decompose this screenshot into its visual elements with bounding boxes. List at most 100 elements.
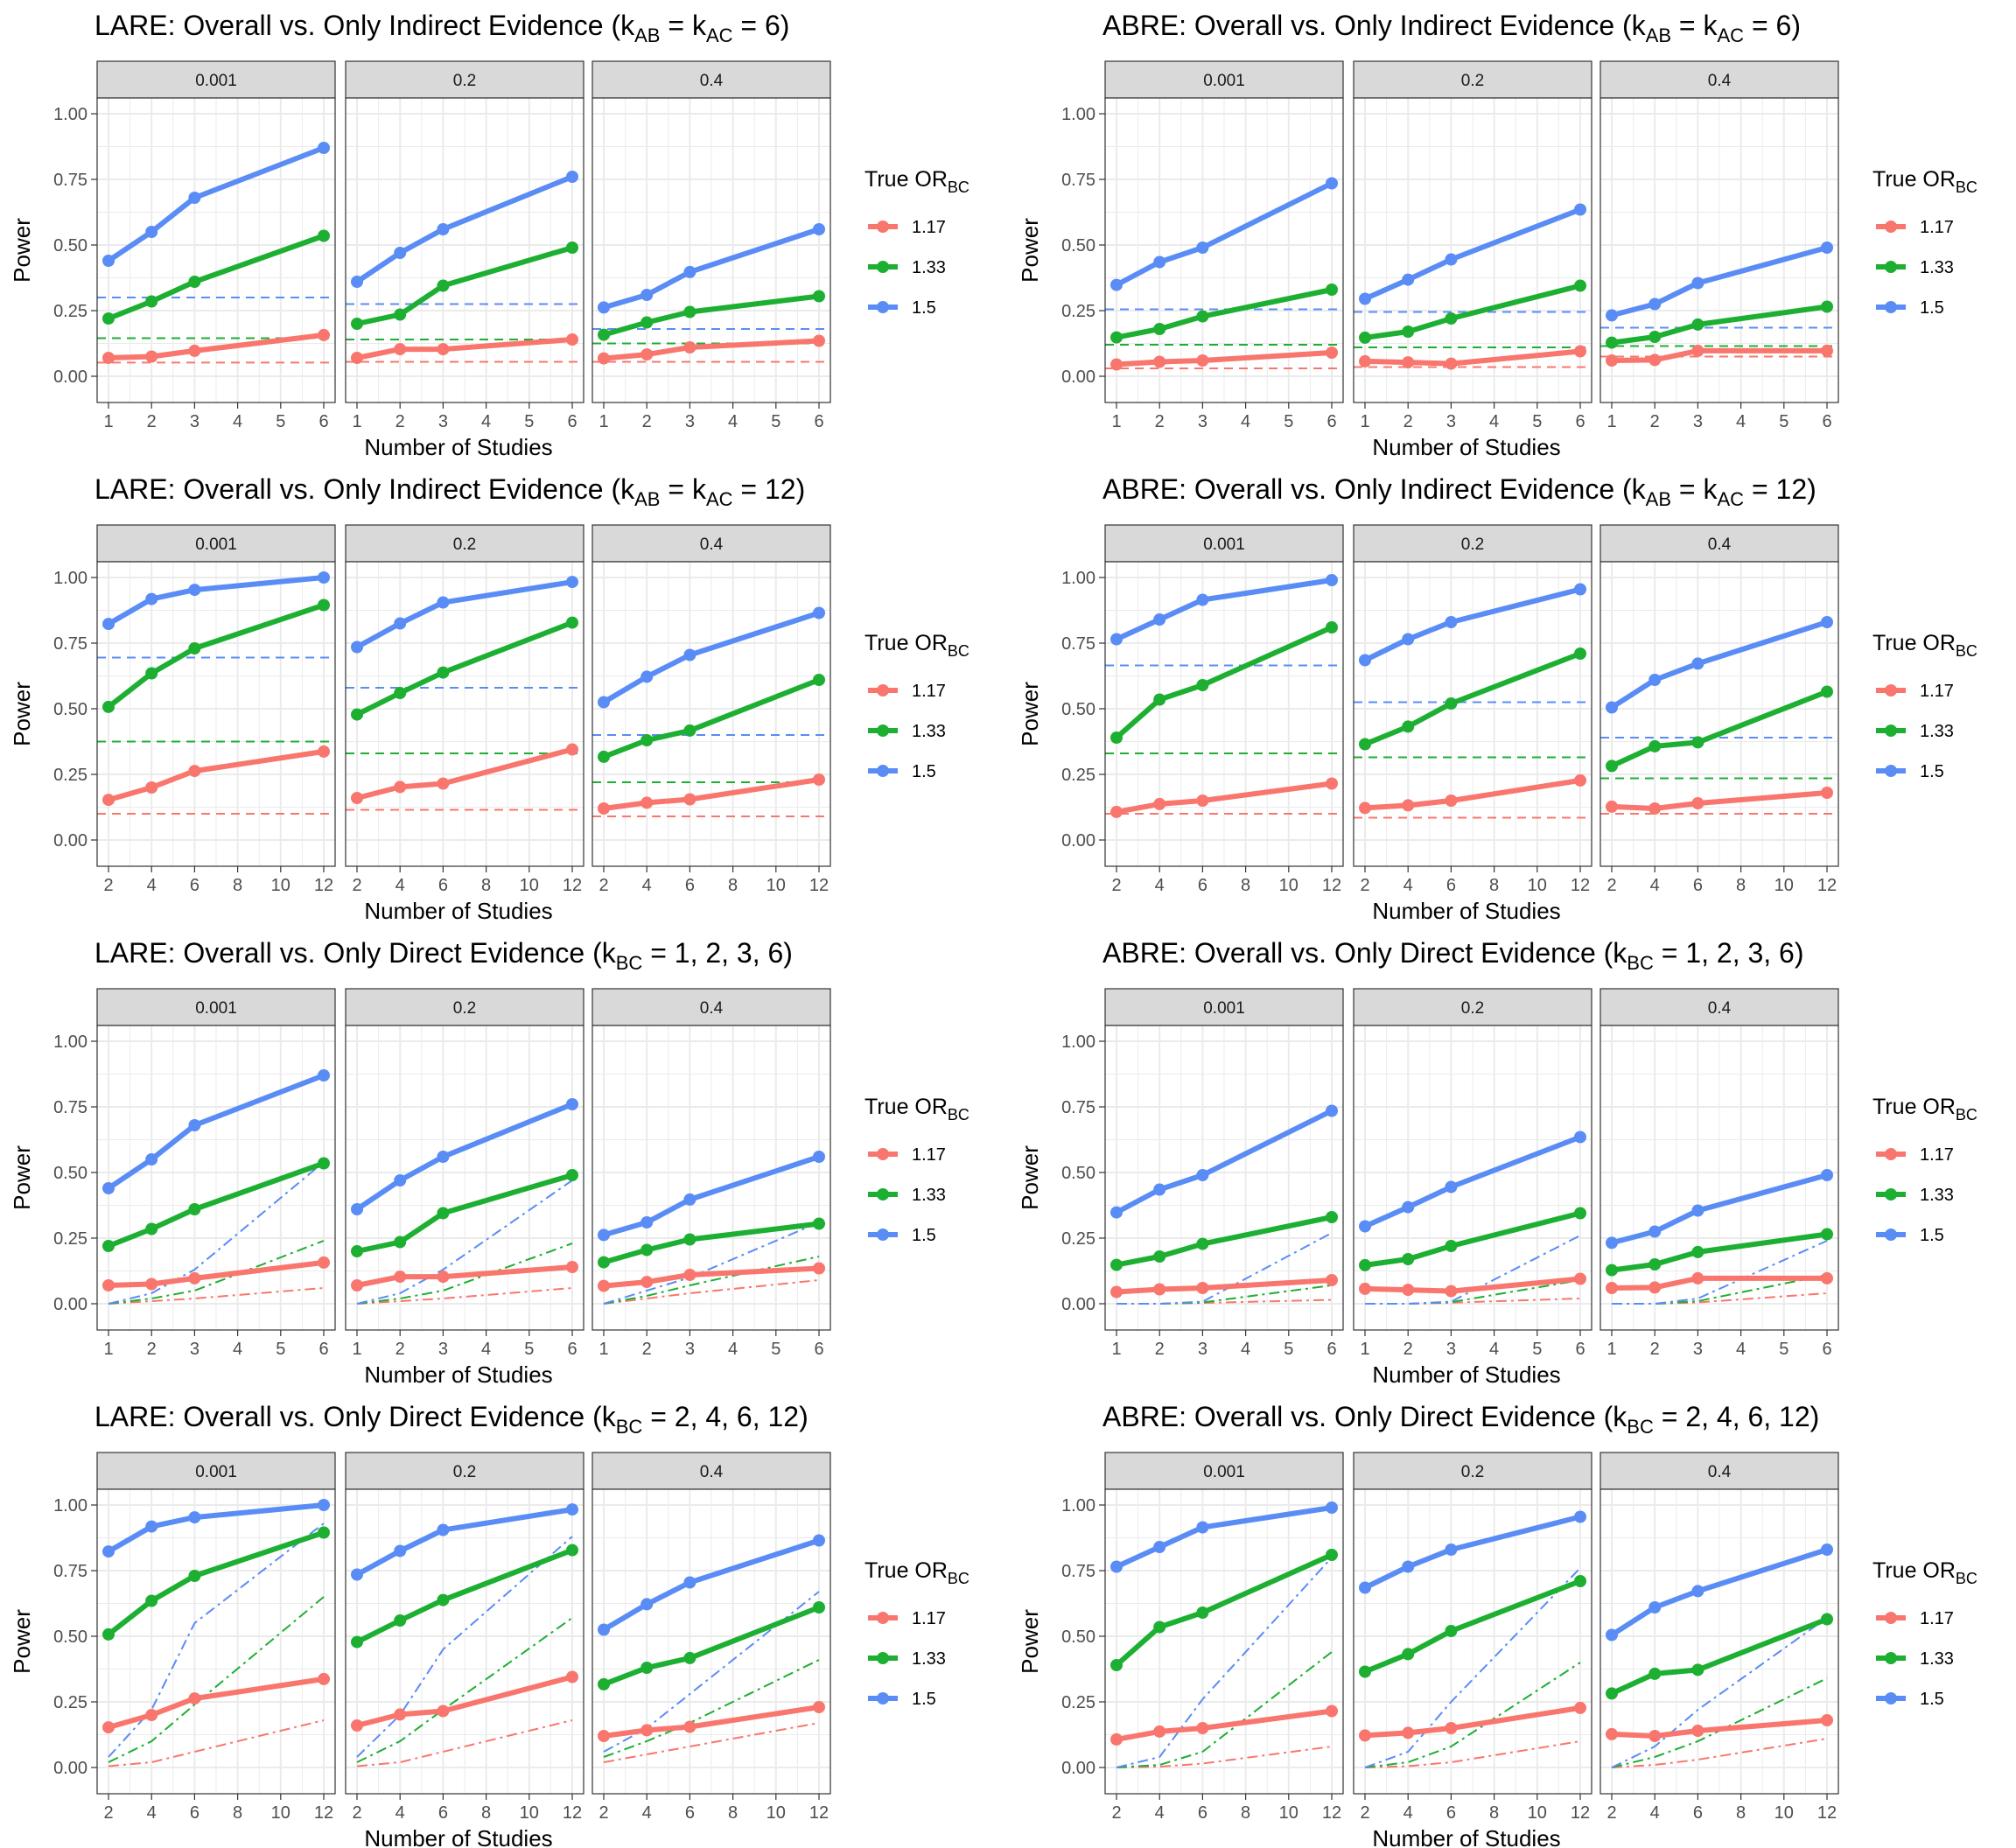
legend-key-point bbox=[1885, 1188, 1897, 1200]
x-tick-label: 2 bbox=[598, 1803, 608, 1823]
data-point-1.5 bbox=[598, 696, 610, 709]
data-point-1.17 bbox=[1574, 1272, 1586, 1285]
data-point-1.5 bbox=[1153, 256, 1166, 269]
data-point-1.33 bbox=[1648, 739, 1662, 752]
series-line-1.17 bbox=[106, 1676, 326, 1731]
data-point-1.17 bbox=[188, 344, 201, 357]
data-point-1.17 bbox=[1691, 344, 1704, 357]
facet-strip bbox=[345, 1452, 584, 1490]
legend-title: True ORBC bbox=[864, 167, 970, 196]
x-tick-label: 5 bbox=[1284, 412, 1293, 431]
data-point-1.5 bbox=[1153, 1541, 1166, 1553]
legend-title: True ORBC bbox=[864, 1558, 970, 1587]
x-tick-label: 3 bbox=[438, 412, 448, 431]
data-point-1.5 bbox=[1445, 1544, 1458, 1556]
data-point-1.5 bbox=[1153, 613, 1166, 626]
facet-strip bbox=[96, 60, 336, 99]
data-point-1.5 bbox=[1606, 1236, 1618, 1250]
facet-strip-label: 0.2 bbox=[453, 1463, 476, 1481]
x-tick-label: 8 bbox=[481, 1803, 491, 1823]
data-point-1.33 bbox=[1691, 1245, 1704, 1258]
panel-border bbox=[96, 561, 336, 867]
facet-strip-label: 0.001 bbox=[1203, 999, 1245, 1018]
y-tick-label: 0.00 bbox=[1061, 1295, 1096, 1314]
x-axis-label: Number of Studies bbox=[1372, 898, 1560, 924]
y-axis-label: Power bbox=[1017, 1609, 1043, 1674]
series-line-1.17 bbox=[106, 748, 326, 803]
facet-strip-label: 0.2 bbox=[453, 536, 476, 554]
panel-border bbox=[1104, 1025, 1344, 1331]
facet-panel: 0.001 1 2 3 4 5 6 bbox=[96, 988, 336, 1359]
facet-strip-label: 0.2 bbox=[1461, 1463, 1484, 1481]
x-tick-label: 3 bbox=[190, 1340, 200, 1359]
series-line-1.33 bbox=[1609, 304, 1830, 346]
data-point-1.33 bbox=[394, 308, 407, 321]
data-point-1.33 bbox=[1574, 1575, 1586, 1587]
data-point-1.33 bbox=[437, 279, 450, 292]
x-axis-label: Number of Studies bbox=[364, 1362, 552, 1388]
data-point-1.17 bbox=[813, 1701, 825, 1713]
x-tick-label: 12 bbox=[809, 1803, 829, 1823]
panel-border bbox=[345, 561, 584, 867]
series-line-1.17 bbox=[1114, 1708, 1334, 1742]
direct-evidence-line-1.17 bbox=[603, 1722, 820, 1763]
series-line-1.17 bbox=[601, 1704, 822, 1739]
data-point-1.5 bbox=[1359, 292, 1371, 305]
x-tick-label: 2 bbox=[1360, 1803, 1369, 1823]
facet-strip-label: 0.001 bbox=[1203, 1463, 1245, 1481]
facet-panel: 0.001 1 2 3 4 5 6 bbox=[1104, 60, 1344, 431]
x-tick-label: 3 bbox=[1693, 1340, 1703, 1359]
data-point-1.17 bbox=[1691, 797, 1704, 809]
y-tick-label: 0.25 bbox=[53, 302, 88, 321]
x-tick-label: 12 bbox=[1571, 876, 1590, 895]
data-point-1.33 bbox=[102, 1628, 115, 1641]
legend-key-point bbox=[1885, 1692, 1897, 1704]
y-tick-label: 0.25 bbox=[53, 1229, 88, 1249]
data-point-1.5 bbox=[1606, 701, 1618, 714]
data-point-1.5 bbox=[813, 1151, 825, 1163]
y-tick-label: 0.75 bbox=[53, 634, 88, 654]
data-point-1.33 bbox=[188, 276, 201, 288]
x-tick-label: 6 bbox=[190, 876, 200, 895]
chart-abre-dir12: ABRE: Overall vs. Only Direct Evidence (… bbox=[1017, 1401, 1978, 1848]
legend-label: 1.5 bbox=[1920, 762, 1944, 781]
x-tick-label: 4 bbox=[1241, 1340, 1250, 1359]
direct-evidence-line-1.5 bbox=[1611, 1617, 1828, 1768]
x-tick-label: 10 bbox=[1528, 876, 1547, 895]
data-point-1.33 bbox=[1606, 760, 1618, 773]
data-point-1.17 bbox=[1691, 1725, 1704, 1737]
data-point-1.17 bbox=[1445, 1722, 1458, 1734]
facet-panel: 0.4 1 2 3 4 5 6 bbox=[1600, 60, 1839, 431]
x-tick-label: 4 bbox=[396, 1803, 405, 1823]
facet-strip bbox=[1104, 60, 1344, 99]
series-line-1.5 bbox=[1362, 586, 1583, 663]
data-point-1.33 bbox=[640, 1662, 654, 1674]
series-line-1.17 bbox=[106, 1259, 326, 1288]
x-tick-label: 1 bbox=[1360, 1340, 1369, 1359]
x-tick-label: 3 bbox=[190, 412, 200, 431]
x-tick-label: 4 bbox=[1155, 876, 1165, 895]
legend-label: 1.33 bbox=[1920, 1649, 1954, 1669]
series-line-1.5 bbox=[1114, 1505, 1334, 1570]
legend-key-point bbox=[1885, 765, 1897, 777]
data-point-1.5 bbox=[1196, 242, 1209, 254]
data-point-1.17 bbox=[351, 1279, 363, 1292]
panel-border bbox=[1600, 1025, 1839, 1331]
data-point-1.17 bbox=[1326, 777, 1338, 790]
facet-panel: 0.001 2 4 6 8 10 12 bbox=[1104, 1452, 1344, 1823]
y-tick-label: 0.00 bbox=[53, 1759, 88, 1778]
data-point-1.5 bbox=[318, 142, 330, 154]
y-tick-label: 0.25 bbox=[1061, 1693, 1096, 1712]
y-tick-label: 1.00 bbox=[53, 1496, 88, 1516]
data-point-1.17 bbox=[640, 1276, 654, 1289]
facet-panel: 0.4 2 4 6 8 10 12 bbox=[1600, 524, 1839, 895]
legend-label: 1.5 bbox=[1920, 298, 1944, 318]
data-point-1.5 bbox=[1691, 1204, 1704, 1217]
series-line-1.17 bbox=[354, 337, 575, 360]
data-point-1.17 bbox=[1326, 1704, 1338, 1718]
facet-strip-label: 0.4 bbox=[700, 536, 724, 554]
facet-strip bbox=[1104, 524, 1344, 563]
x-tick-label: 6 bbox=[685, 876, 695, 895]
x-tick-label: 1 bbox=[1606, 412, 1616, 431]
data-point-1.17 bbox=[598, 1730, 610, 1742]
